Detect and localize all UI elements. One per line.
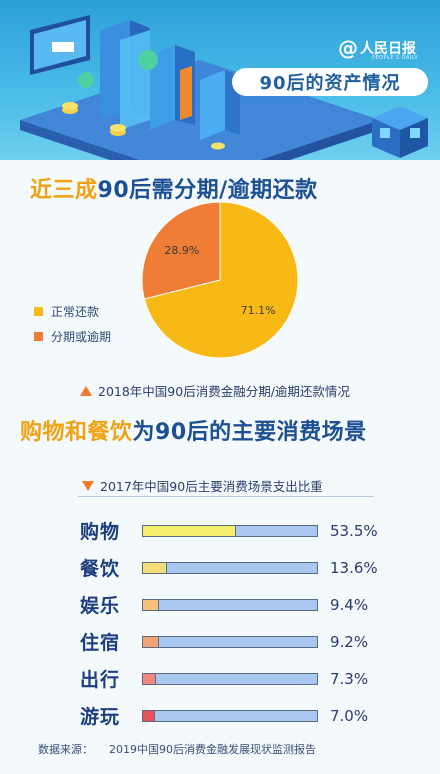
pie-slice — [143, 201, 299, 359]
brand-name: 人民日报 — [360, 41, 416, 57]
bar-row: 餐饮 13.6% — [80, 549, 390, 586]
bar-value-label: 7.3% — [330, 669, 369, 688]
legend-item: 正常还款 — [34, 303, 111, 320]
bar-track — [142, 561, 318, 574]
bar-fill — [143, 636, 159, 647]
bar-row: 游玩 7.0% — [80, 697, 390, 734]
section2-title-highlight: 购物和餐饮 — [20, 420, 133, 445]
isometric-city-illustration — [20, 15, 428, 160]
bar-value-label: 53.5% — [330, 521, 378, 540]
bar-track — [142, 598, 318, 611]
section1-title-rest: 90后需分期/逾期还款 — [97, 178, 318, 203]
bar-value-label: 9.2% — [330, 632, 369, 651]
section2-title: 购物和餐饮为90后的主要消费场景 — [20, 414, 367, 446]
banner-title: 90后的资产情况 — [232, 68, 428, 96]
bar-row: 出行 7.3% — [80, 660, 390, 697]
at-icon: @ — [338, 36, 358, 60]
pie-data-label: 28.9% — [164, 244, 199, 257]
bar-fill — [143, 673, 156, 684]
bar-chart: 购物 53.5% 餐饮 13.6% 娱乐 9.4% 住宿 9.2% 出行 7.3% 游玩 7.0% — [80, 512, 390, 734]
legend-label: 分期或逾期 — [51, 330, 112, 344]
triangle-down-icon — [82, 480, 94, 491]
pie-slice — [141, 201, 221, 300]
legend-swatch — [34, 332, 43, 341]
header-banner: @ 人民日报 PEOPLE'S DAILY 90后的资产情况 — [0, 0, 440, 160]
source-text: 2019中国90后消费金融发展现状监测报告 — [109, 743, 316, 756]
bar-row: 娱乐 9.4% — [80, 586, 390, 623]
bar-fill — [143, 562, 167, 573]
section1-title-highlight: 近三成 — [30, 178, 98, 203]
brand-subtitle: PEOPLE'S DAILY — [372, 55, 419, 61]
section2-note-text: 2017年中国90后主要消费场景支出比重 — [100, 479, 323, 494]
legend-swatch — [34, 307, 43, 316]
bar-track — [142, 709, 318, 722]
bar-category-label: 购物 — [80, 521, 121, 543]
bar-category-label: 游玩 — [80, 706, 121, 728]
bar-value-label: 9.4% — [330, 595, 369, 614]
pie-chart: 71.1% 28.9% — [140, 200, 300, 364]
bar-value-label: 13.6% — [330, 558, 378, 577]
bar-fill — [143, 710, 156, 721]
legend-label: 正常还款 — [51, 305, 100, 319]
triangle-up-icon — [80, 385, 92, 396]
bar-track — [142, 672, 318, 685]
pie-legend: 正常还款 分期或逾期 — [34, 303, 111, 353]
data-source: 数据来源： 2019中国90后消费金融发展现状监测报告 — [38, 741, 332, 757]
pie-data-label: 71.1% — [241, 304, 276, 317]
section1-title: 近三成90后需分期/逾期还款 — [30, 172, 318, 204]
bar-category-label: 住宿 — [80, 632, 121, 654]
section1-note-text: 2018年中国90后消费金融分期/逾期还款情况 — [98, 384, 350, 399]
bar-category-label: 娱乐 — [80, 595, 121, 617]
section2-title-rest: 为90后的主要消费场景 — [132, 420, 367, 445]
source-label: 数据来源： — [38, 743, 93, 756]
section2-note: 2017年中国90后主要消费场景支出比重 — [82, 476, 323, 495]
bar-track — [142, 635, 318, 648]
bar-value-label: 7.0% — [330, 706, 369, 725]
bar-row: 购物 53.5% — [80, 512, 390, 549]
bar-category-label: 出行 — [80, 669, 121, 691]
divider — [78, 496, 374, 497]
bar-fill — [143, 525, 237, 536]
bar-row: 住宿 9.2% — [80, 623, 390, 660]
pie-chart-svg: 71.1% 28.9% — [141, 201, 299, 359]
bar-track — [142, 524, 318, 537]
brand-logo: @ 人民日报 — [338, 36, 416, 60]
bar-fill — [143, 599, 160, 610]
section1-note: 2018年中国90后消费金融分期/逾期还款情况 — [80, 381, 350, 400]
bar-category-label: 餐饮 — [80, 558, 121, 580]
legend-item: 分期或逾期 — [34, 328, 111, 345]
